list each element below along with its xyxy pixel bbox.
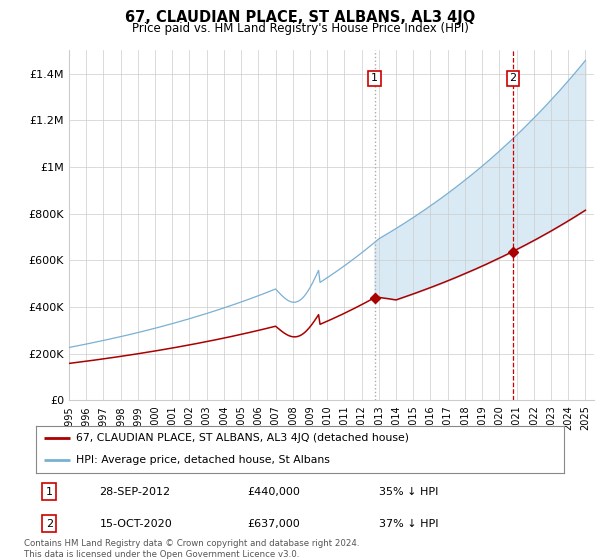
Text: 35% ↓ HPI: 35% ↓ HPI bbox=[379, 487, 439, 497]
Text: 67, CLAUDIAN PLACE, ST ALBANS, AL3 4JQ: 67, CLAUDIAN PLACE, ST ALBANS, AL3 4JQ bbox=[125, 10, 475, 25]
Text: 2: 2 bbox=[509, 73, 517, 83]
Text: 15-OCT-2020: 15-OCT-2020 bbox=[100, 519, 172, 529]
Text: Price paid vs. HM Land Registry's House Price Index (HPI): Price paid vs. HM Land Registry's House … bbox=[131, 22, 469, 35]
Text: 67, CLAUDIAN PLACE, ST ALBANS, AL3 4JQ (detached house): 67, CLAUDIAN PLACE, ST ALBANS, AL3 4JQ (… bbox=[76, 433, 409, 444]
Text: 2: 2 bbox=[46, 519, 53, 529]
Text: £637,000: £637,000 bbox=[247, 519, 300, 529]
Text: 1: 1 bbox=[46, 487, 53, 497]
Text: 28-SEP-2012: 28-SEP-2012 bbox=[100, 487, 170, 497]
Text: HPI: Average price, detached house, St Albans: HPI: Average price, detached house, St A… bbox=[76, 455, 329, 465]
Text: 1: 1 bbox=[371, 73, 378, 83]
Text: 37% ↓ HPI: 37% ↓ HPI bbox=[379, 519, 439, 529]
Text: £440,000: £440,000 bbox=[247, 487, 300, 497]
Text: Contains HM Land Registry data © Crown copyright and database right 2024.
This d: Contains HM Land Registry data © Crown c… bbox=[24, 539, 359, 559]
